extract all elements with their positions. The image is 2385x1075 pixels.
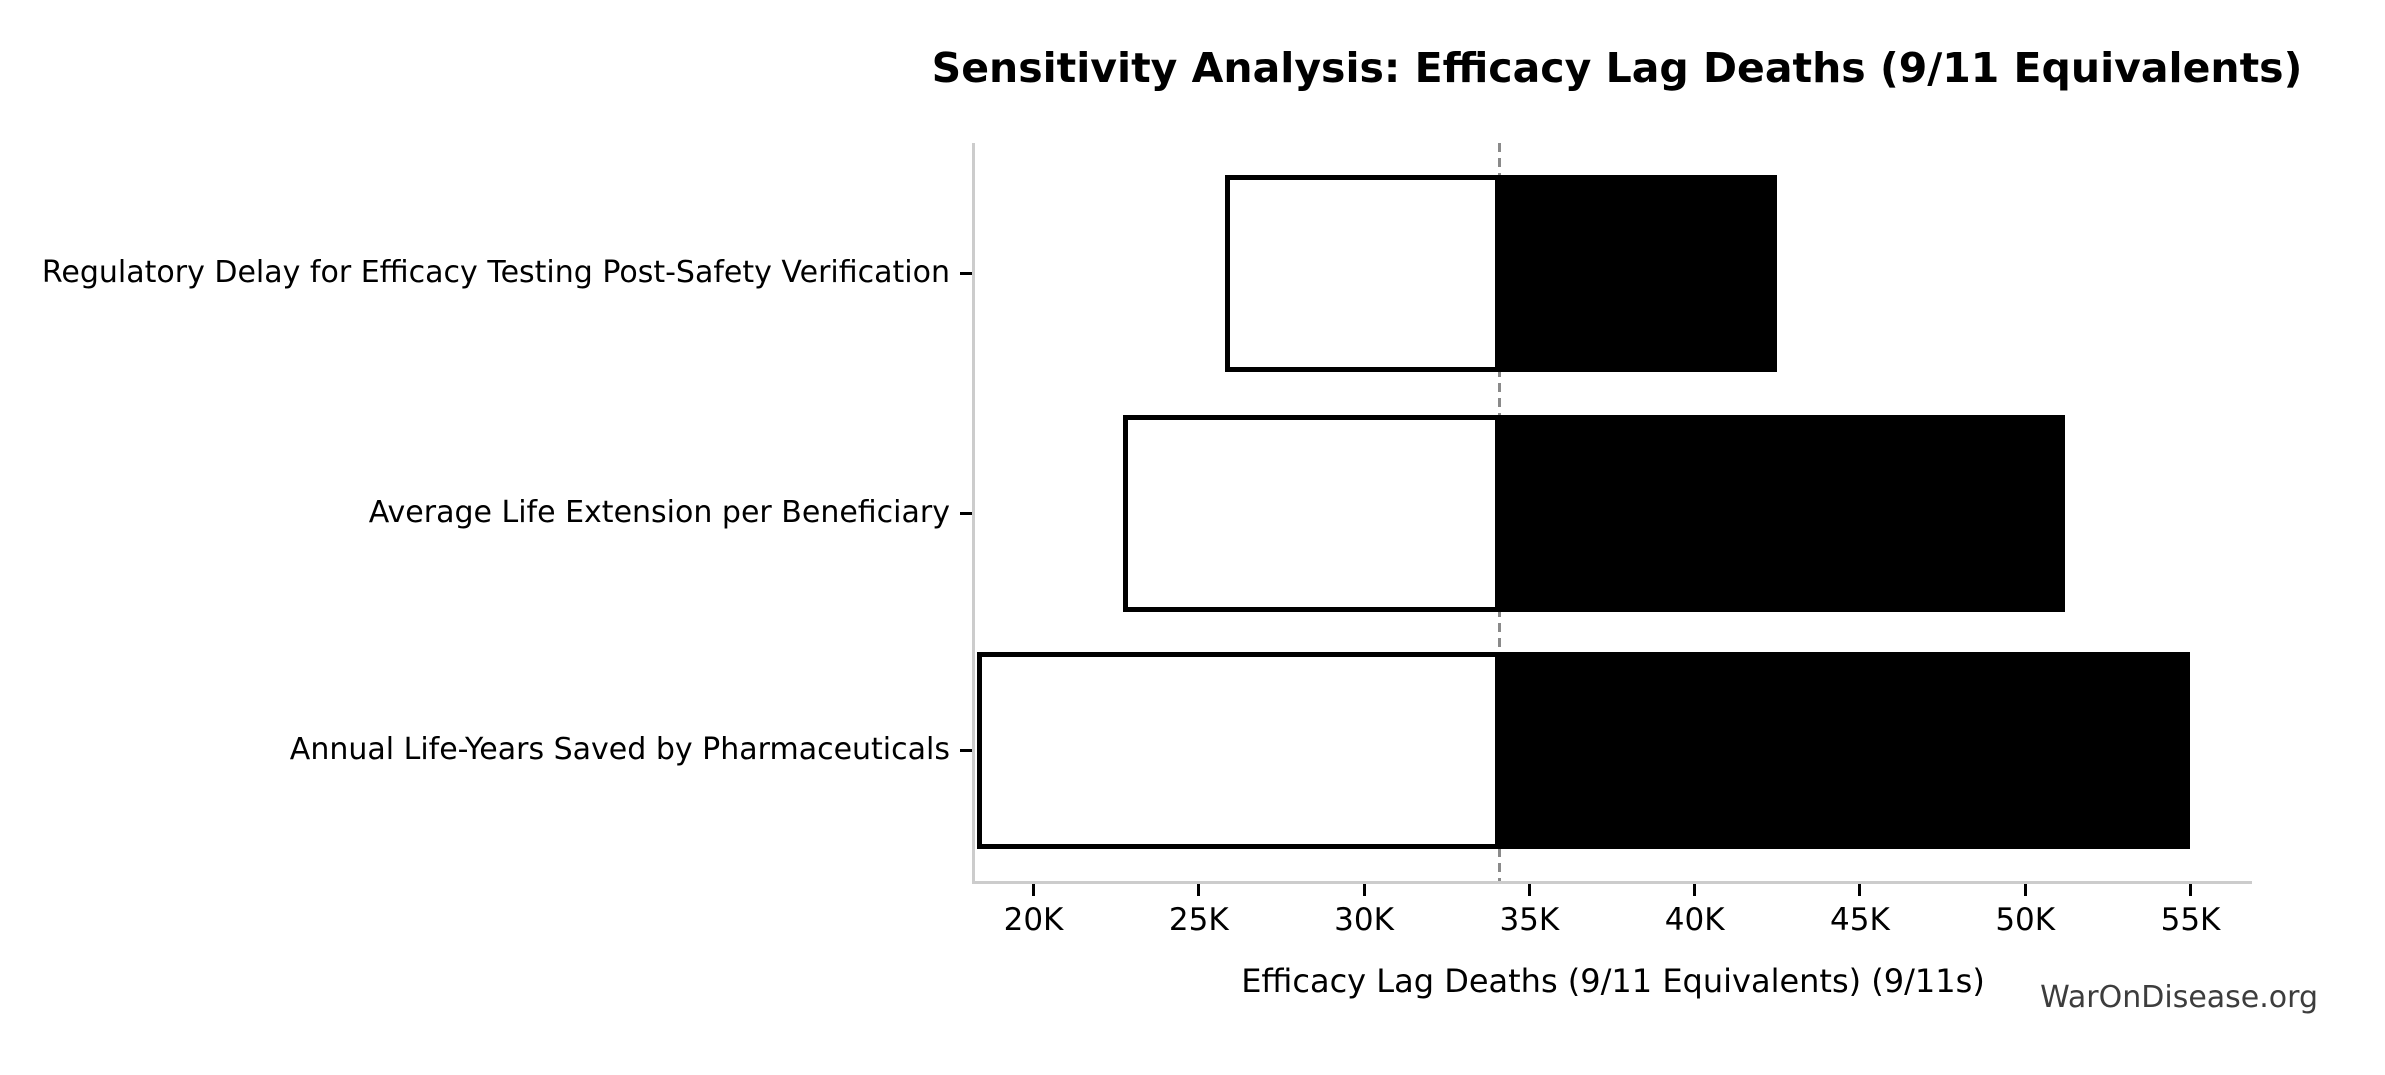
y-tick-mark	[960, 271, 972, 275]
x-tick-label: 30K	[1334, 902, 1394, 938]
y-category-label: Average Life Extension per Beneficiary	[368, 495, 950, 530]
bar-low-segment	[1122, 414, 1500, 612]
x-tick-label: 25K	[1168, 902, 1229, 938]
x-tick-label: 55K	[2160, 902, 2221, 938]
watermark: WarOnDisease.org	[2040, 980, 2318, 1015]
x-tick-mark	[2023, 884, 2027, 896]
bar-high-segment	[1499, 174, 1778, 372]
bar-high-segment	[1499, 651, 2191, 849]
x-tick-mark	[1197, 884, 1201, 896]
x-tick-mark	[1362, 884, 1366, 896]
x-tick-label: 20K	[1003, 902, 1064, 938]
x-tick-label: 35K	[1499, 902, 1560, 938]
x-tick-label: 45K	[1830, 902, 1890, 938]
bar-low-segment	[977, 651, 1500, 849]
x-tick-mark	[1527, 884, 1531, 896]
y-axis-spine	[972, 143, 975, 884]
x-tick-label: 40K	[1664, 902, 1725, 938]
x-tick-label: 50K	[1995, 902, 2056, 938]
x-axis-label: Efficacy Lag Deaths (9/11 Equivalents) (…	[1241, 962, 1985, 1000]
x-tick-mark	[1693, 884, 1697, 896]
x-tick-mark	[2188, 884, 2192, 896]
bar-high-segment	[1499, 414, 2065, 612]
y-tick-mark	[960, 748, 972, 752]
y-tick-mark	[960, 511, 972, 515]
chart-title: Sensitivity Analysis: Efficacy Lag Death…	[931, 44, 2303, 92]
y-category-label: Regulatory Delay for Efficacy Testing Po…	[41, 255, 950, 290]
x-tick-mark	[1032, 884, 1035, 896]
bar-low-segment	[1225, 174, 1500, 372]
x-tick-mark	[1858, 884, 1862, 896]
x-axis-spine	[972, 881, 2252, 884]
y-category-label: Annual Life-Years Saved by Pharmaceutica…	[289, 732, 950, 767]
